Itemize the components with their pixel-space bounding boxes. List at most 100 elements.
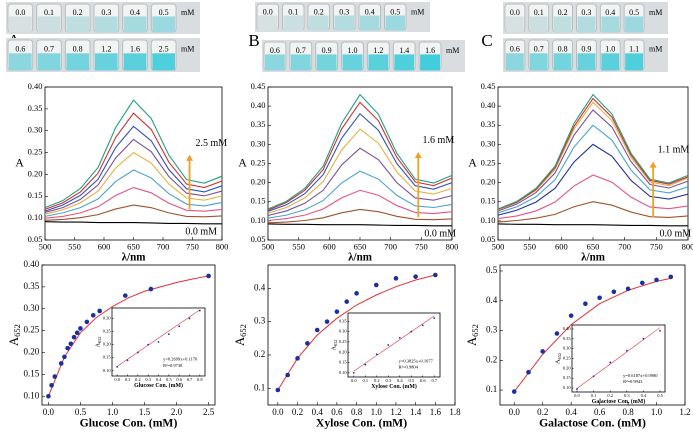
vial-label: 0.1	[44, 8, 54, 17]
vial-liquid	[506, 53, 524, 71]
y-tick-label: 0.05	[28, 234, 43, 244]
x-tick-label: 600	[555, 242, 568, 252]
data-point	[122, 293, 128, 298]
inset-point	[433, 317, 436, 320]
y-tick-label: 0.05	[251, 234, 266, 244]
y-tick-label: 0.15	[24, 368, 40, 378]
plot-frame	[497, 86, 689, 241]
x-tick-label: 0.0	[351, 378, 357, 383]
x-tick-label: 0.0	[574, 393, 580, 398]
data-point	[413, 274, 418, 279]
x-tick-label: 0.7	[187, 377, 193, 382]
vial-liquid	[66, 53, 89, 71]
x-tick-label: 0.4	[312, 407, 324, 417]
data-point	[275, 387, 281, 393]
data-point	[640, 280, 645, 286]
data-point	[597, 295, 602, 301]
x-tick-label: 0.1	[125, 377, 131, 382]
x-tick-label: 0.4	[566, 407, 578, 417]
inset-fit-line	[353, 315, 435, 372]
x-tick-label: 1.0	[371, 407, 383, 417]
data-point	[540, 349, 545, 354]
data-point	[334, 309, 340, 314]
inset-point	[116, 365, 119, 368]
x-tick-label: 1.5	[139, 407, 151, 417]
vial-label: 0.6	[510, 45, 520, 54]
x-tick-label: 700	[618, 242, 631, 252]
y-tick-label: 0.30	[563, 346, 572, 351]
spectrum-line	[44, 138, 223, 213]
vial-liquid	[309, 15, 329, 31]
vial-label: 0.0	[510, 8, 520, 17]
vial-label: 1.0	[605, 45, 615, 54]
data-point	[52, 374, 58, 379]
data-point	[433, 272, 438, 278]
y-axis-label-sub: 652	[470, 324, 480, 337]
x-tick-label: 0.2	[374, 378, 380, 383]
x-tick-label: 0.3	[145, 377, 151, 382]
vial-label: 0.5	[390, 7, 400, 16]
x-tick-label: 750	[186, 242, 199, 252]
y-tick-label: 0.25	[28, 147, 43, 157]
fit-curve	[277, 274, 436, 391]
spectrum-line	[497, 93, 689, 210]
spectrum-line	[267, 101, 453, 211]
x-tick-label: 500	[492, 242, 505, 252]
annotation: 1.6 mM	[423, 135, 455, 146]
vial-label: 0.3	[101, 8, 111, 17]
x-axis-label: Galactose Con. (mM)	[539, 417, 646, 430]
x-tick-label: 0.3	[385, 378, 391, 383]
data-point	[49, 383, 54, 388]
y-axis-label-sub: 652	[333, 340, 338, 346]
y-tick-label: 0.40	[28, 81, 43, 91]
x-axis-label: Galactose Con. (mM)	[592, 398, 645, 405]
vial-label: 0.3	[339, 7, 349, 16]
x-tick-label: 0.6	[331, 407, 343, 417]
y-tick-label: 0.25	[339, 339, 348, 344]
spectrum-line	[497, 201, 689, 223]
y-axis-label: A652	[331, 340, 338, 351]
r-squared: R²=0.9738	[163, 363, 183, 368]
vial-liquid	[625, 16, 643, 33]
x-tick-label: 0.1	[362, 378, 368, 383]
inset-point	[126, 359, 129, 362]
vial-label: 0.0	[263, 7, 273, 16]
y-tick-label: 0.1	[254, 382, 265, 392]
spectrum-line	[44, 204, 223, 221]
x-axis-label: λ/nm	[581, 251, 606, 263]
y-tick-label: 0.25	[481, 157, 496, 167]
vial-liquid	[334, 15, 354, 31]
y-tick-label: 0.35	[563, 336, 572, 341]
x-tick-label: 1.2	[390, 407, 401, 417]
x-axis-label: λ/nm	[122, 251, 147, 263]
y-tick-label: 0.5	[486, 265, 498, 275]
plot-frame	[267, 86, 453, 241]
vial-label: 1.6	[425, 46, 435, 55]
y-tick-label: 0.40	[24, 259, 40, 269]
data-point	[344, 299, 350, 304]
vial-liquid	[601, 16, 620, 33]
equation: y=0.3825x+0.1077	[399, 359, 434, 364]
x-tick-label: 0.0	[114, 377, 120, 382]
x-tick-label: 0.6	[594, 407, 606, 417]
vial-liquid	[152, 53, 175, 71]
y-tick-label: 0.30	[251, 138, 266, 148]
spectrum-line	[44, 169, 223, 217]
x-tick-label: 0.2	[607, 393, 613, 398]
fit-curve	[47, 275, 209, 397]
y-tick-label: 0.35	[339, 318, 348, 323]
data-point	[305, 341, 310, 346]
equation: y=0.6187x+0.0980	[623, 373, 658, 378]
spectrum-line	[267, 128, 453, 214]
x-tick-label: 0.0	[509, 407, 521, 417]
x-axis-label: Glucose Con. (mM)	[134, 382, 183, 389]
y-tick-label: 0.20	[28, 168, 43, 178]
vial-liquid	[529, 53, 548, 71]
inset-point	[178, 325, 181, 328]
data-point	[625, 286, 631, 292]
vial-liquid	[577, 16, 596, 33]
y-axis-label: A652	[555, 353, 562, 364]
y-axis-label-main: A	[15, 155, 24, 169]
arrow-head	[649, 161, 657, 168]
y-axis-label-main: A	[238, 155, 247, 169]
